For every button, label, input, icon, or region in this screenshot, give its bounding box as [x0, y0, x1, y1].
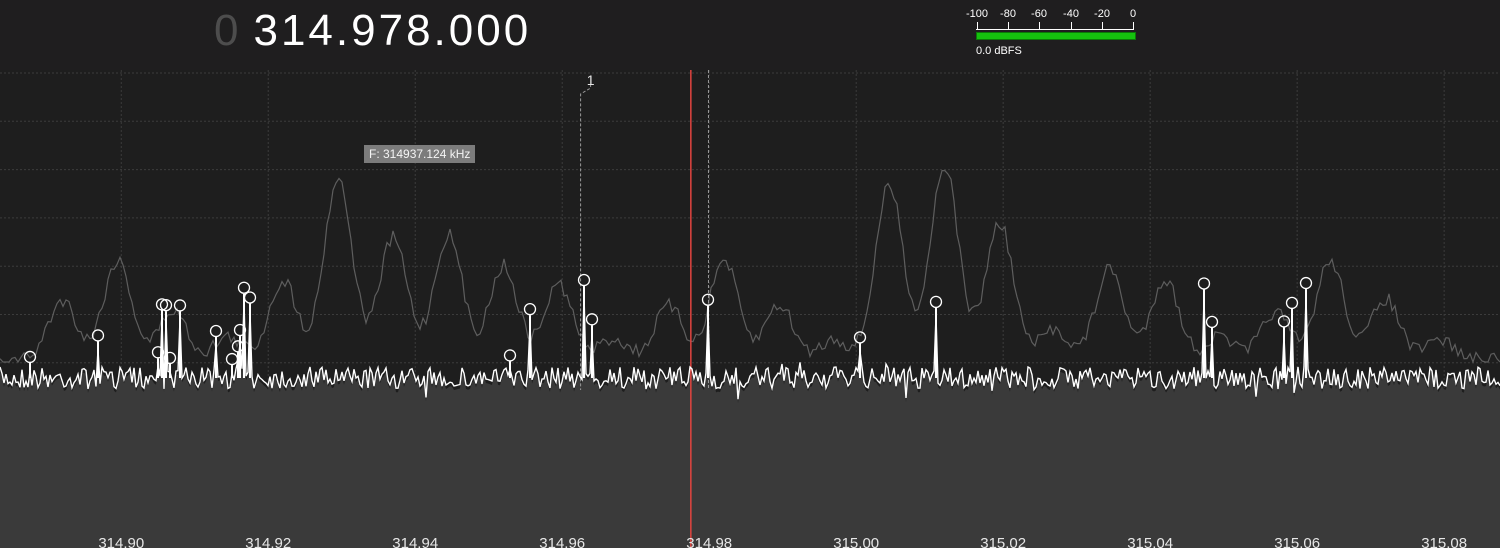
frequency-tooltip: F: 314937.124 kHz — [364, 145, 476, 163]
peak-marker-circle — [929, 295, 943, 309]
spectrum-display[interactable]: 1 314.90 314.92 314.94 314.96 314.98 315.00 31… — [0, 70, 1500, 548]
meter-scale-line — [976, 29, 1134, 30]
level-meter: -100 -80 -60 -40 -20 0 0.0 dBFS — [962, 8, 1142, 60]
meter-level-bar — [976, 32, 1136, 40]
peak-marker-circle — [209, 324, 223, 338]
peak-marker-circle — [243, 291, 257, 304]
peak-marker-circle — [163, 351, 177, 365]
peak-marker-circle — [1277, 315, 1291, 328]
noise-floor-fill — [0, 298, 1500, 548]
meter-tick — [1133, 22, 1134, 29]
frequency-marker-label[interactable]: 1 — [587, 72, 595, 88]
meter-tick-label: 0 — [1129, 8, 1137, 20]
peak-markers — [23, 273, 1313, 378]
peak-marker-circle — [233, 323, 247, 337]
meter-tick — [1008, 22, 1009, 29]
frequency-axis-label: 315.04 — [1127, 535, 1173, 548]
peak-marker-circle — [173, 299, 187, 312]
frequency-axis-label: 314.92 — [245, 535, 291, 548]
peak-marker-circle — [523, 302, 537, 316]
meter-tick — [1071, 22, 1072, 29]
frequency-axis-label: 314.96 — [539, 535, 585, 548]
meter-tick-label: -20 — [1094, 8, 1110, 20]
meter-tick-label: -100 — [965, 8, 989, 20]
frequency-display[interactable]: 0 314.978.000 — [214, 6, 531, 64]
peak-marker-circle — [1285, 296, 1299, 310]
frequency-axis: 314.90 314.92 314.94 314.96 314.98 315.00 315.… — [98, 535, 1467, 548]
frequency-value[interactable]: 314.978.000 — [253, 6, 532, 55]
meter-tick-label: -40 — [1063, 8, 1079, 20]
frequency-axis-label: 314.90 — [98, 535, 144, 548]
frequency-axis-label: 315.06 — [1274, 535, 1320, 548]
frequency-axis-label: 314.98 — [686, 535, 732, 548]
frequency-axis-label: 314.94 — [392, 535, 438, 548]
frequency-prefix-digit[interactable]: 0 — [214, 6, 240, 55]
peak-marker-circle — [585, 313, 599, 326]
peak-marker-circle — [1299, 276, 1313, 290]
peak-marker-circle — [237, 281, 251, 294]
peak-marker-circle — [853, 331, 867, 344]
meter-readout: 0.0 dBFS — [976, 45, 1022, 57]
frequency-marker-line — [580, 84, 592, 390]
peak-marker-circle — [23, 350, 37, 364]
peak-marker-circle — [701, 293, 715, 306]
peak-marker-circle — [151, 346, 165, 359]
peak-marker-circle — [503, 349, 517, 362]
meter-tick-label: -60 — [1031, 8, 1047, 20]
peak-marker-circle — [1205, 315, 1219, 329]
peak-marker-circle — [577, 273, 591, 287]
peak-marker-circle — [155, 298, 169, 311]
frequency-axis-label: 315.02 — [980, 535, 1026, 548]
meter-tick — [1039, 22, 1040, 29]
frequency-marker-1[interactable]: 1 — [580, 72, 595, 390]
meter-tick-label: -80 — [1000, 8, 1016, 20]
frequency-axis-label: 315.00 — [833, 535, 879, 548]
frequency-axis-label: 315.08 — [1421, 535, 1467, 548]
meter-tick — [977, 22, 978, 29]
meter-tick — [1102, 22, 1103, 29]
frequency-toolbar: 0 314.978.000 -100 -80 -60 -40 -20 0 0.0… — [0, 0, 1500, 70]
peak-marker-circle — [91, 329, 105, 342]
peak-marker-circle — [159, 298, 173, 312]
peak-marker-circle — [1197, 277, 1211, 290]
